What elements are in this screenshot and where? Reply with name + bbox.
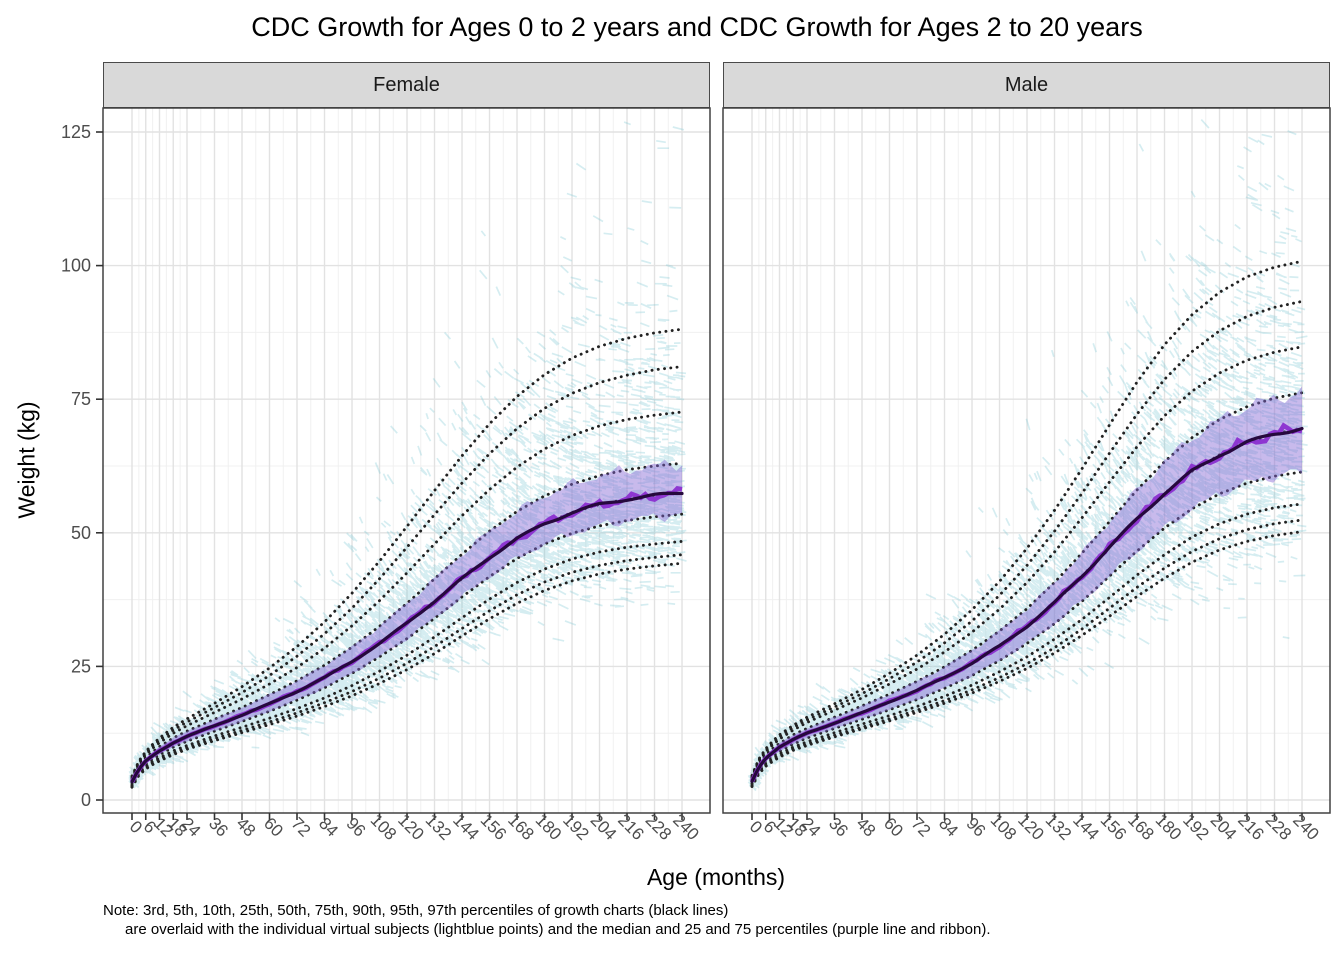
- svg-text:84: 84: [315, 814, 342, 841]
- svg-text:25: 25: [71, 656, 91, 676]
- footnote-line-2: are overlaid with the individual virtual…: [125, 921, 991, 938]
- svg-text:180: 180: [532, 810, 565, 843]
- percentile-line-95th: [750, 299, 1304, 778]
- svg-text:60: 60: [880, 814, 907, 841]
- percentile-line-97th: [750, 259, 1304, 777]
- y-axis-title: Weight (kg): [13, 401, 40, 519]
- svg-text:100: 100: [61, 256, 91, 276]
- svg-text:180: 180: [1152, 810, 1185, 843]
- percentile-line-90th: [130, 410, 684, 780]
- svg-text:120: 120: [1014, 810, 1047, 843]
- grid-major: [103, 108, 710, 813]
- svg-text:72: 72: [287, 814, 314, 841]
- facet-strip-male-label: Male: [1004, 73, 1049, 96]
- svg-text:50: 50: [71, 523, 91, 543]
- footnote-line-1: Note: 3rd, 5th, 10th, 25th, 50th, 75th, …: [103, 902, 729, 919]
- svg-text:168: 168: [504, 810, 537, 843]
- svg-text:48: 48: [852, 814, 879, 841]
- svg-text:0: 0: [81, 790, 91, 810]
- svg-text:168: 168: [1124, 810, 1157, 843]
- percentile-line-97th: [130, 327, 684, 778]
- facet-panel-female: [103, 108, 710, 813]
- footnote: Note: 3rd, 5th, 10th, 25th, 50th, 75th, …: [103, 901, 991, 939]
- facet-panel-male: [723, 108, 1330, 813]
- svg-text:108: 108: [987, 810, 1020, 843]
- percentile-line-5th: [750, 518, 1304, 788]
- percentile-line-75th: [750, 391, 1304, 781]
- grid-minor: [723, 108, 1330, 813]
- iqr-ribbon: [752, 386, 1302, 784]
- svg-text:48: 48: [232, 814, 259, 841]
- y-axis-ticks: 0 25 50 75 100 125: [61, 122, 103, 810]
- percentile-line-10th: [130, 539, 684, 788]
- svg-text:36: 36: [205, 814, 232, 841]
- svg-text:240: 240: [669, 810, 702, 843]
- svg-text:75: 75: [71, 389, 91, 409]
- svg-text:132: 132: [1042, 810, 1075, 843]
- svg-text:125: 125: [61, 122, 91, 142]
- grid-minor: [103, 108, 710, 813]
- svg-text:84: 84: [935, 814, 962, 841]
- percentile-line-3rd: [750, 530, 1304, 789]
- svg-text:216: 216: [1234, 810, 1267, 843]
- svg-text:60: 60: [260, 814, 287, 841]
- percentile-line-25th: [750, 470, 1304, 785]
- svg-text:192: 192: [559, 810, 592, 843]
- svg-text:72: 72: [907, 814, 934, 841]
- facet-strip-female: Female: [103, 62, 710, 108]
- svg-text:144: 144: [1069, 810, 1102, 843]
- svg-text:240: 240: [1289, 810, 1322, 843]
- percentile-line-3rd: [130, 561, 684, 789]
- svg-text:36: 36: [825, 814, 852, 841]
- svg-text:96: 96: [962, 814, 989, 841]
- svg-text:120: 120: [394, 810, 427, 843]
- svg-text:132: 132: [422, 810, 455, 843]
- svg-text:204: 204: [1207, 810, 1240, 843]
- chart-title: CDC Growth for Ages 0 to 2 years and CDC…: [251, 12, 1143, 42]
- svg-text:228: 228: [642, 810, 675, 843]
- percentile-line-75th: [130, 461, 684, 782]
- x-axis-title: Age (months): [646, 864, 786, 890]
- svg-text:204: 204: [587, 810, 620, 843]
- svg-text:156: 156: [1097, 810, 1130, 843]
- svg-text:228: 228: [1262, 810, 1295, 843]
- svg-text:216: 216: [614, 810, 647, 843]
- percentile-line-10th: [750, 502, 1304, 787]
- smoothed-median-line: [130, 491, 684, 784]
- svg-text:144: 144: [449, 810, 482, 843]
- svg-text:156: 156: [477, 810, 510, 843]
- smoothed-median-line: [750, 426, 1304, 783]
- svg-text:192: 192: [1179, 810, 1212, 843]
- svg-text:96: 96: [342, 814, 369, 841]
- facet-strip-female-label: Female: [373, 73, 440, 96]
- svg-text:108: 108: [367, 810, 400, 843]
